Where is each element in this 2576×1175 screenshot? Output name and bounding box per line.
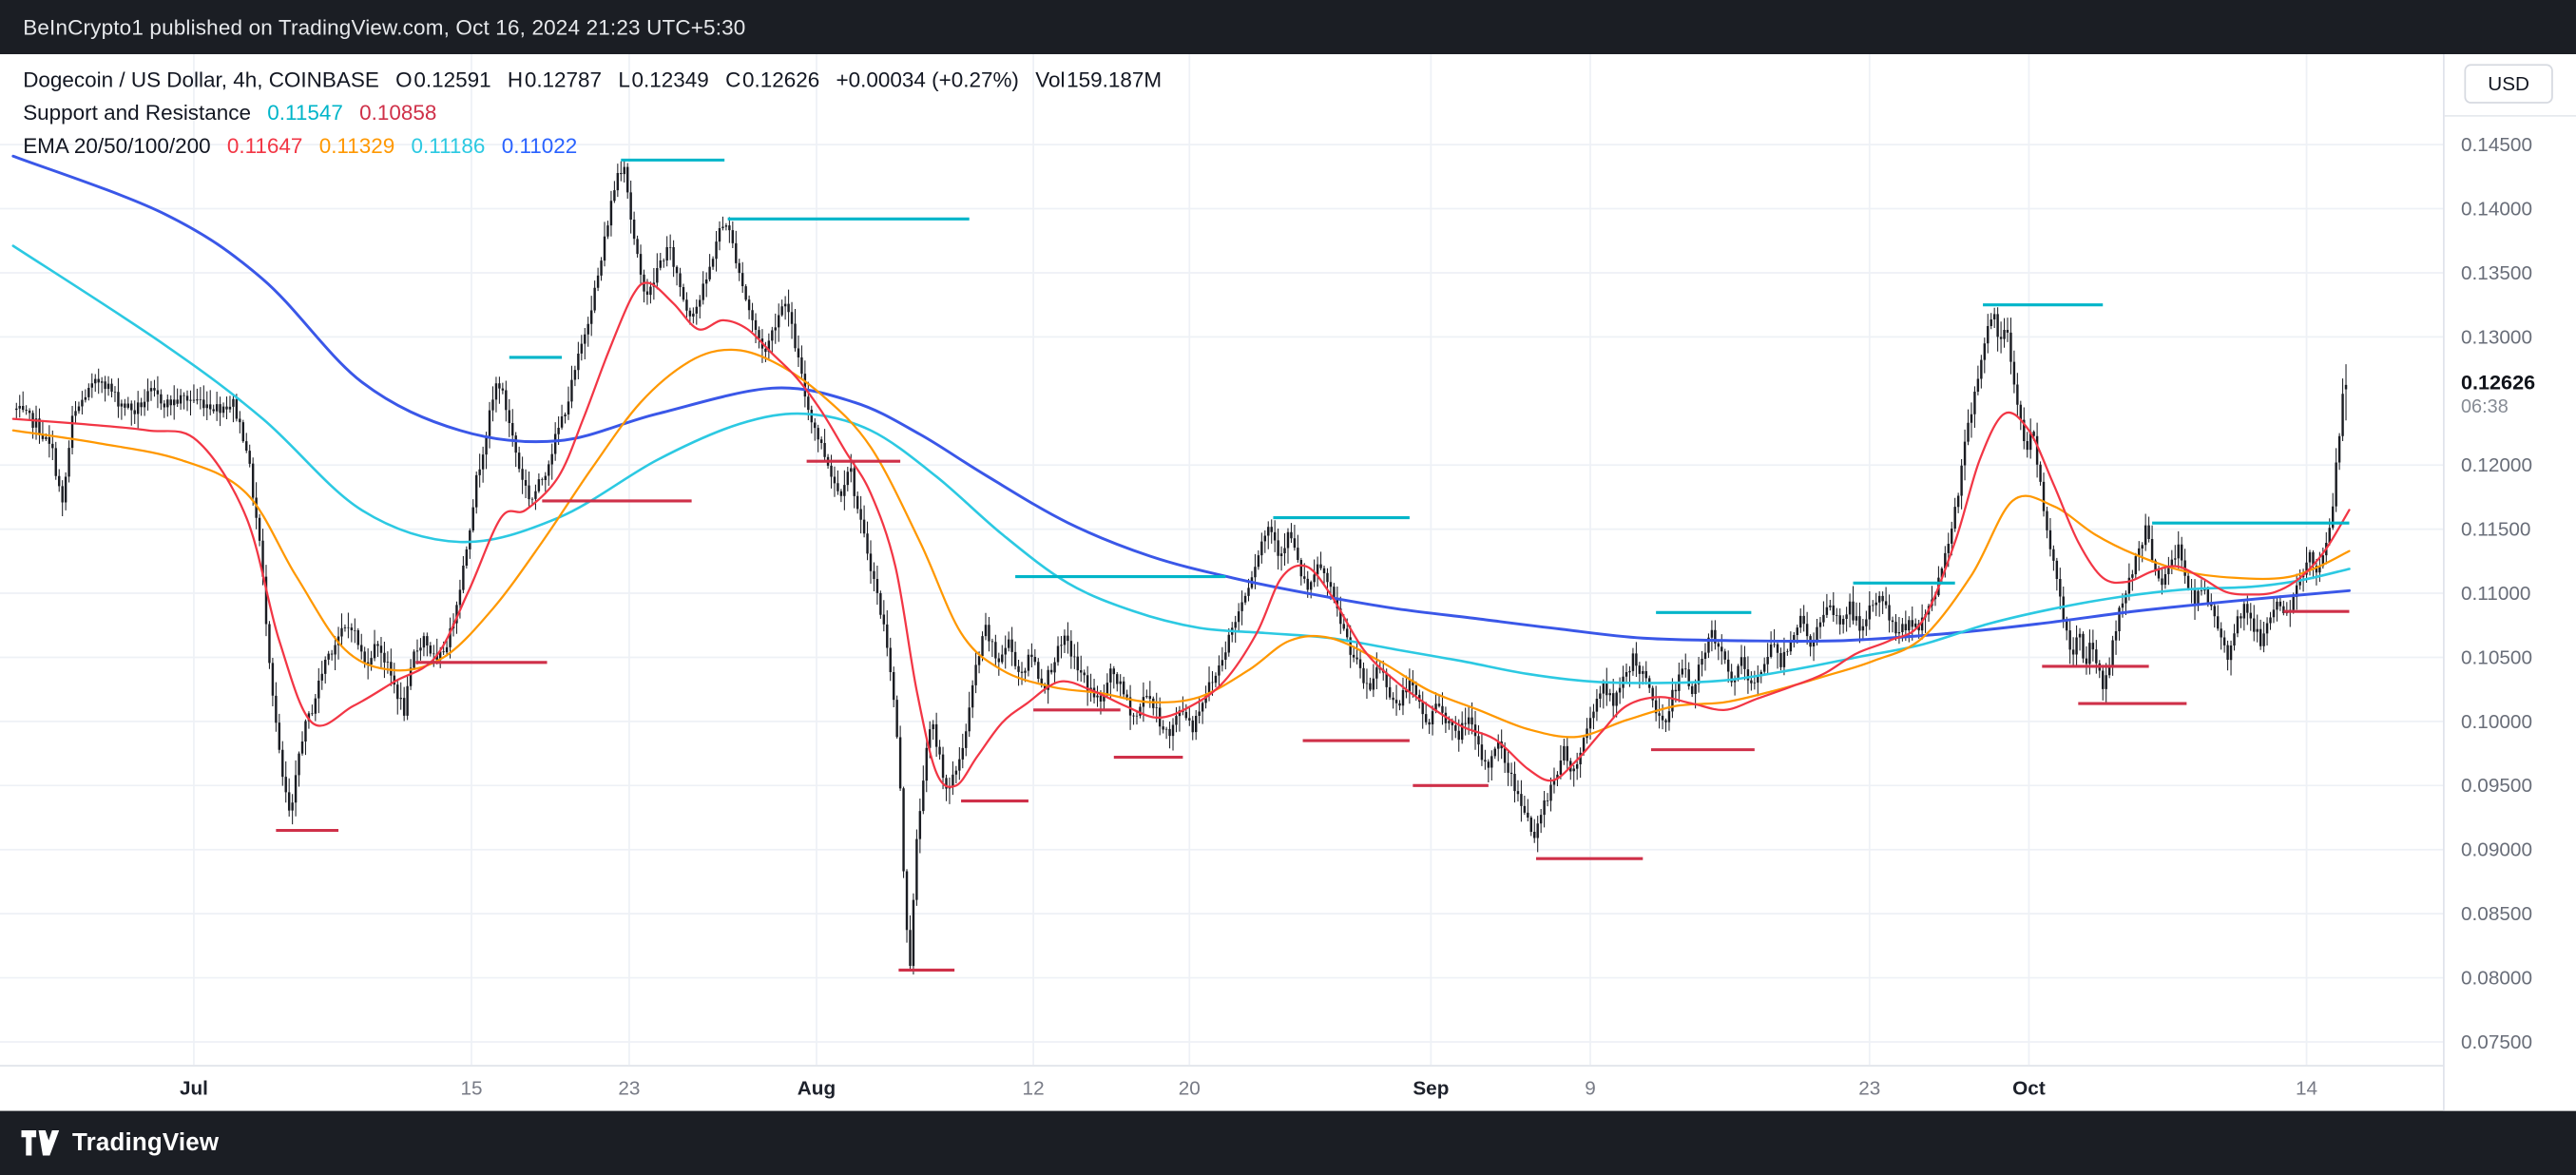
close-label: C (725, 67, 741, 92)
chart-canvas (0, 54, 2443, 1066)
volume-label: Vol (1035, 67, 1066, 92)
price-tick: 0.14000 (2461, 197, 2533, 221)
footer-bar: TradingView (0, 1110, 2576, 1175)
open-pair: O 0.12591 (395, 67, 490, 94)
high-pair: H 0.12787 (508, 67, 602, 94)
attribution-text: BeInCrypto1 published on TradingView.com… (23, 14, 746, 40)
low-value: 0.12349 (631, 67, 709, 92)
ema50-value: 0.11329 (318, 133, 395, 158)
time-tick: Jul (179, 1076, 208, 1100)
time-tick: 14 (2296, 1076, 2318, 1100)
time-tick: 20 (1178, 1076, 1201, 1100)
bar-countdown: 06:38 (2461, 397, 2509, 418)
price-chart[interactable] (0, 54, 2443, 1066)
price-axis-separator (2444, 115, 2576, 117)
price-tick: 0.10000 (2461, 709, 2533, 733)
ema-label: EMA 20/50/100/200 (23, 133, 211, 158)
time-tick: Sep (1413, 1076, 1450, 1100)
low-label: L (618, 67, 630, 92)
price-tick: 0.09000 (2461, 838, 2533, 861)
price-tick: 0.13000 (2461, 325, 2533, 349)
price-tick: 0.13500 (2461, 260, 2533, 285)
open-label: O (395, 67, 413, 92)
ema-row: EMA 20/50/100/200 0.11647 0.11329 0.1118… (23, 133, 1178, 160)
currency-button[interactable]: USD (2464, 64, 2553, 104)
price-tick: 0.11500 (2461, 517, 2531, 541)
ema20-value: 0.11647 (226, 133, 303, 158)
symbol-title: Dogecoin / US Dollar, 4h, COINBASE (23, 67, 379, 92)
price-tick: 0.09500 (2461, 774, 2533, 798)
price-tick: 0.07500 (2461, 1030, 2533, 1054)
price-tick: 0.12000 (2461, 453, 2533, 477)
volume-pair: Vol 159.187M (1035, 67, 1162, 94)
price-axis[interactable]: USD 0.12626 06:38 0.14500 0.14000 0.13500 0… (2442, 54, 2576, 1111)
footer-brand[interactable]: TradingView (72, 1128, 220, 1157)
close-value: 0.12626 (742, 67, 820, 92)
chart-area: Dogecoin / US Dollar, 4h, COINBASE O 0.12… (0, 54, 2576, 1111)
time-tick: 9 (1585, 1076, 1596, 1100)
time-axis[interactable]: Jul 15 23 Aug 12 20 Sep 9 23 Oct 14 (0, 1065, 2443, 1112)
time-tick: 12 (1022, 1076, 1045, 1100)
time-tick: 23 (618, 1076, 641, 1100)
attribution-bar: BeInCrypto1 published on TradingView.com… (0, 0, 2576, 55)
ema200-value: 0.11022 (501, 133, 578, 158)
time-tick: 15 (460, 1076, 483, 1100)
sr-support-value: 0.10858 (359, 100, 437, 125)
high-label: H (507, 67, 524, 92)
tradingview-logo-icon[interactable] (21, 1129, 60, 1157)
high-value: 0.12787 (524, 67, 603, 92)
price-tick: 0.11000 (2461, 581, 2531, 606)
support-resistance-label: Support and Resistance (23, 100, 252, 125)
volume-value: 159.187M (1067, 67, 1163, 92)
time-tick: Aug (797, 1076, 836, 1100)
price-tick: 0.14500 (2461, 133, 2533, 157)
chart-legend: Dogecoin / US Dollar, 4h, COINBASE O 0.12… (23, 67, 1178, 166)
change-value: +0.00034 (+0.27%) (836, 67, 1019, 92)
time-tick: Oct (2012, 1076, 2046, 1100)
price-tick: 0.08000 (2461, 966, 2533, 990)
support-resistance-row: Support and Resistance 0.11547 0.10858 (23, 100, 1178, 126)
sr-resistance-value: 0.11547 (267, 100, 343, 125)
ema100-value: 0.11186 (411, 133, 486, 158)
last-price-label: 0.12626 (2461, 371, 2536, 395)
low-pair: L 0.12349 (618, 67, 708, 94)
open-value: 0.12591 (413, 67, 491, 92)
symbol-row: Dogecoin / US Dollar, 4h, COINBASE O 0.12… (23, 67, 1178, 94)
time-tick: 23 (1858, 1076, 1881, 1100)
price-tick: 0.08500 (2461, 902, 2533, 926)
close-pair: C 0.12626 (725, 67, 819, 94)
price-tick: 0.10500 (2461, 645, 2533, 669)
